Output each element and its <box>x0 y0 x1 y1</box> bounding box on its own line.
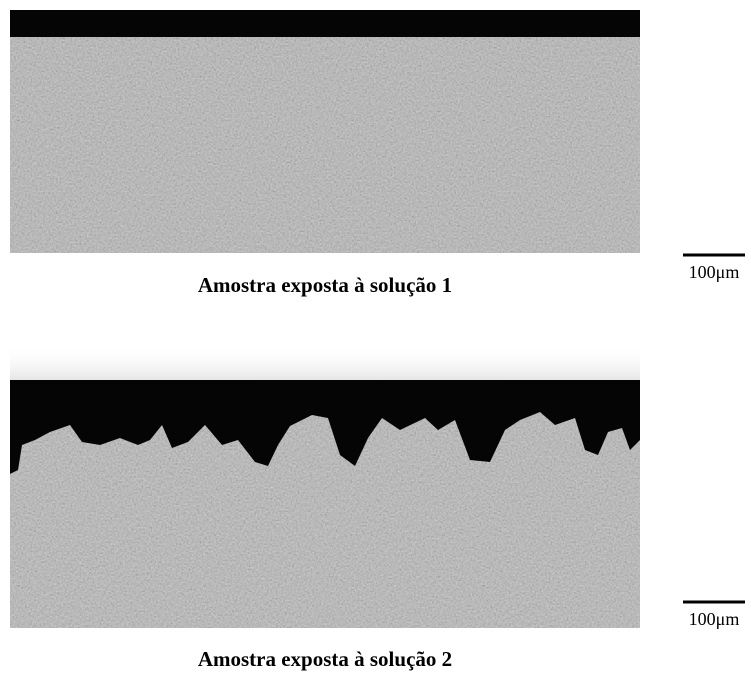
micrograph-1 <box>10 10 640 253</box>
scale-label: 100μm <box>689 262 740 282</box>
scale-label: 100μm <box>689 609 740 629</box>
caption: Amostra exposta à solução 1 <box>198 273 452 297</box>
haze <box>10 345 640 380</box>
caption: Amostra exposta à solução 2 <box>198 647 452 671</box>
figure: 100μm Amostra exposta à solução 1 100μm … <box>0 0 751 675</box>
micrograph-2 <box>10 380 640 628</box>
